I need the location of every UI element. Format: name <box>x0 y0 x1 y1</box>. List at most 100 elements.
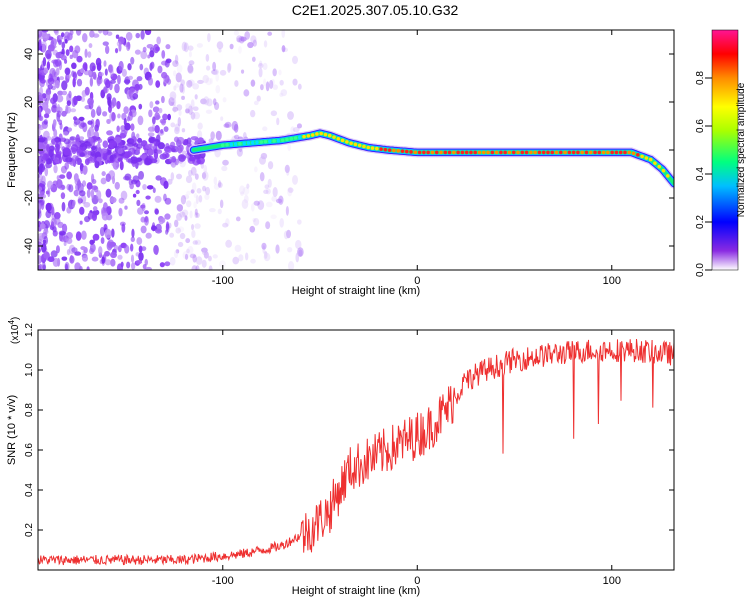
ridge-peak <box>520 150 525 155</box>
heatmap-speckle <box>250 203 255 212</box>
heatmap-speckle <box>208 265 213 270</box>
heatmap-speckle <box>279 217 284 228</box>
heatmap-speckle <box>111 154 117 159</box>
heatmap-speckle <box>261 242 267 250</box>
heatmap-speckle <box>180 194 187 205</box>
heatmap-speckle <box>165 58 172 64</box>
heatmap-speckle <box>97 105 102 113</box>
heatmap-speckle <box>60 53 65 59</box>
heatmap-speckle <box>154 112 160 121</box>
heatmap-speckle <box>104 68 108 76</box>
heatmap-speckle <box>189 253 197 259</box>
ridge-peak <box>319 131 323 136</box>
heatmap-speckle <box>178 109 182 116</box>
y-multiplier-close: ) <box>10 317 21 320</box>
bottom-x-tick-label: -100 <box>212 575 234 587</box>
ridge-peak <box>559 150 563 155</box>
heatmap-speckle <box>186 248 190 254</box>
top-y-ticks: -40 -20 0 20 40 <box>23 48 674 254</box>
top-x-axis-label: Height of straight line (km) <box>292 285 420 297</box>
heatmap-speckle <box>259 156 266 165</box>
heatmap-speckle <box>38 106 42 116</box>
heatmap-speckle <box>151 123 156 132</box>
heatmap-speckle <box>156 36 161 45</box>
heatmap-speckle <box>47 44 55 52</box>
heatmap-speckle <box>38 92 42 97</box>
heatmap-speckle <box>147 76 154 86</box>
heatmap-speckle <box>40 200 45 210</box>
heatmap-speckle <box>119 160 124 171</box>
heatmap-speckle <box>56 94 64 103</box>
heatmap-speckle <box>45 210 52 219</box>
heatmap-speckle <box>92 65 96 71</box>
heatmap-speckle <box>118 207 123 217</box>
heatmap-speckle <box>187 246 194 255</box>
heatmap-speckle <box>102 140 109 148</box>
heatmap-speckle <box>240 69 245 74</box>
heatmap-speckle <box>212 61 217 72</box>
heatmap-speckle <box>233 123 239 133</box>
heatmap-speckle <box>69 147 78 153</box>
heatmap-speckle <box>140 225 147 234</box>
heatmap-speckle <box>142 263 147 270</box>
heatmap-speckle <box>193 201 197 209</box>
heatmap-speckle <box>136 133 140 139</box>
bottom-y-tick-label: 0.4 <box>24 483 35 497</box>
heatmap-speckle <box>205 77 212 86</box>
ridge-peak <box>618 150 623 155</box>
ridge-peak <box>268 139 272 144</box>
heatmap-speckle <box>83 201 91 208</box>
top-x-tick-label: -100 <box>212 275 234 287</box>
heatmap-speckle <box>205 186 211 196</box>
top-y-axis-label: Frequency (Hz) <box>6 112 18 188</box>
heatmap-speckle <box>58 38 62 46</box>
heatmap-speckle <box>70 108 77 113</box>
heatmap-speckle <box>38 128 41 136</box>
heatmap-speckle <box>132 175 140 183</box>
heatmap-speckle <box>86 266 90 270</box>
colorbar-ticks: 0.0 0.2 0.4 0.6 0.8 <box>695 71 712 277</box>
heatmap-ridge <box>188 128 674 189</box>
heatmap-speckle <box>102 111 108 117</box>
heatmap-speckle <box>123 106 129 115</box>
heatmap-speckle <box>117 74 121 85</box>
heatmap-speckle <box>98 30 103 34</box>
heatmap-speckle <box>53 38 58 45</box>
heatmap-speckle <box>128 147 136 155</box>
heatmap-speckle <box>102 41 109 46</box>
heatmap-speckle <box>195 212 200 218</box>
heatmap-speckle <box>244 31 251 40</box>
heatmap-speckle <box>117 254 123 260</box>
heatmap-speckle <box>109 196 117 204</box>
heatmap-speckle <box>185 175 193 184</box>
heatmap-speckle <box>110 258 116 267</box>
heatmap-speckle <box>125 31 133 41</box>
ridge-peak <box>580 150 584 155</box>
heatmap-speckle <box>151 222 156 232</box>
heatmap-speckle <box>262 62 268 71</box>
bottom-x-tick-label: 100 <box>603 575 621 587</box>
ridge-peak <box>250 140 255 145</box>
heatmap-speckle <box>215 130 222 141</box>
heatmap-speckle <box>135 189 140 195</box>
heatmap-speckle <box>52 230 58 237</box>
heatmap-speckle <box>279 79 284 86</box>
heatmap-speckle <box>80 166 84 175</box>
heatmap-speckle <box>49 145 56 152</box>
ridge-peak <box>379 147 383 151</box>
heatmap-speckle <box>224 121 232 128</box>
heatmap-speckle <box>38 72 43 82</box>
heatmap-speckle <box>38 30 42 38</box>
heatmap-speckle <box>38 97 42 106</box>
heatmap-speckle <box>259 60 263 67</box>
heatmap-speckle <box>118 60 124 71</box>
heatmap-speckle <box>281 45 286 53</box>
heatmap-speckle <box>150 61 155 69</box>
heatmap-speckle <box>221 165 228 172</box>
heatmap-speckle <box>176 204 184 212</box>
heatmap-speckle <box>297 219 302 225</box>
heatmap-speckle <box>120 190 128 201</box>
heatmap-speckle <box>192 254 197 263</box>
ridge-peak <box>511 150 516 155</box>
heatmap-speckle <box>61 184 65 190</box>
